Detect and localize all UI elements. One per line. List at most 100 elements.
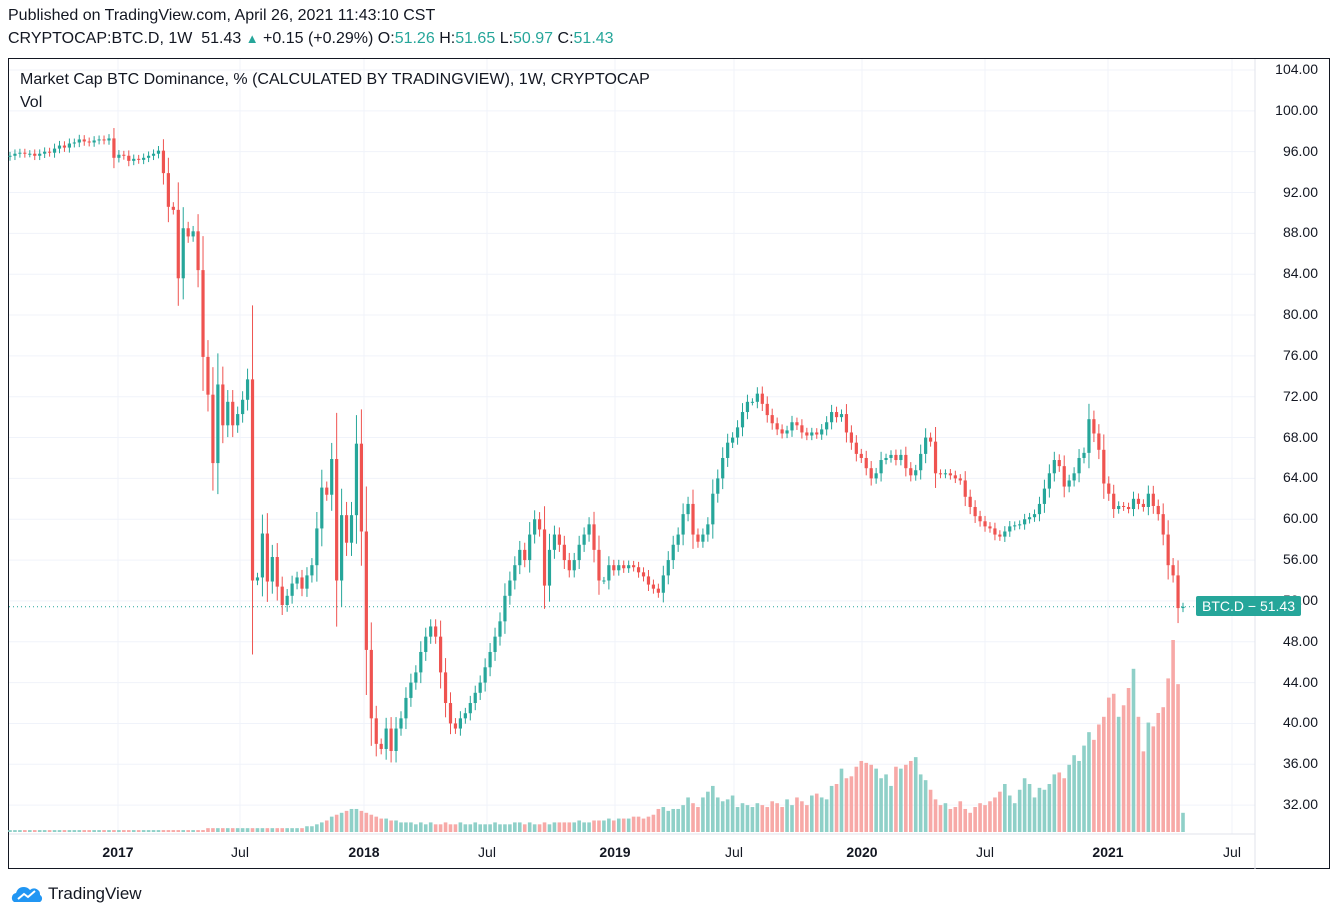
volume-bar — [612, 820, 616, 832]
volume-bar — [720, 801, 725, 832]
candle-body — [820, 429, 824, 435]
candle-body — [181, 228, 185, 279]
time-tick-label: 2019 — [599, 844, 631, 860]
candle-body — [315, 528, 319, 566]
candle-body — [206, 356, 210, 395]
candle-body — [909, 468, 913, 476]
volume-bar — [18, 830, 22, 832]
low-value: 50.97 — [513, 30, 554, 47]
time-tick-label: 2020 — [846, 844, 878, 860]
candle-body — [651, 584, 656, 589]
volume-bar — [87, 830, 91, 832]
volume-bar — [201, 830, 205, 832]
candle-body — [513, 565, 517, 581]
candle-body — [142, 157, 146, 160]
candle-body — [800, 425, 804, 433]
candle-body — [592, 524, 596, 550]
volume-bar — [1126, 688, 1131, 832]
candle-body — [424, 636, 428, 652]
candle-body — [97, 139, 101, 141]
volume-bar — [166, 830, 171, 832]
volume-bar — [1027, 784, 1032, 832]
volume-bar — [1097, 724, 1101, 832]
volume-bar — [146, 830, 151, 832]
candle-body — [379, 743, 383, 749]
candle-body — [67, 143, 71, 148]
candle-body — [607, 565, 611, 581]
candle-body — [434, 626, 438, 637]
volume-bar — [557, 822, 562, 832]
volume-bar — [181, 830, 186, 832]
candle-body — [924, 437, 928, 454]
candle-body — [948, 473, 952, 476]
volume-bar — [498, 824, 502, 832]
volume-bar — [211, 828, 215, 832]
tradingview-logo[interactable]: TradingView — [10, 884, 142, 904]
volume-bar — [577, 820, 581, 832]
volume-bar — [37, 830, 42, 832]
price-tick-label: 64.00 — [1282, 469, 1318, 486]
high-value: 51.65 — [455, 30, 496, 47]
volume-bar — [280, 828, 285, 832]
volume-bar — [1166, 678, 1170, 832]
volume-bar — [943, 803, 948, 832]
volume-bar — [517, 822, 522, 832]
candle-body — [463, 713, 467, 719]
candle-body — [1122, 505, 1126, 507]
volume-bar — [171, 830, 176, 832]
volume-bar — [1136, 716, 1141, 832]
chart-pane[interactable] — [8, 58, 1330, 869]
candle-body — [973, 506, 977, 517]
candle-body — [201, 270, 205, 357]
candle-body — [770, 415, 774, 424]
price-tick-label: 84.00 — [1282, 265, 1318, 282]
candle-body — [745, 401, 750, 413]
candle-body — [503, 595, 507, 622]
candle-body — [369, 649, 373, 719]
volume-bar — [1102, 716, 1106, 832]
candle-body — [567, 560, 571, 571]
candle-body — [374, 718, 378, 744]
candle-body — [290, 583, 294, 596]
volume-bar — [998, 791, 1002, 832]
candle-body — [265, 533, 269, 582]
candle-body — [295, 577, 299, 584]
candle-body — [52, 148, 57, 153]
volume-bar — [1146, 722, 1151, 832]
volume-bar — [572, 822, 577, 832]
candle-body — [879, 460, 883, 474]
volume-bar — [483, 824, 487, 832]
volume-bar — [67, 830, 72, 832]
candle-body — [340, 515, 344, 581]
candle-body — [735, 427, 740, 438]
candle-body — [77, 139, 81, 143]
candle-body — [775, 423, 779, 430]
up-triangle-icon: ▲ — [245, 31, 259, 46]
candle-body — [750, 401, 755, 403]
volume-bar — [216, 828, 220, 832]
volume-bar — [72, 830, 77, 832]
candle-body — [1161, 514, 1165, 535]
volume-bar — [978, 803, 982, 832]
volume-bar — [423, 824, 428, 832]
candle-body — [839, 414, 844, 418]
candle-body — [364, 531, 368, 650]
volume-bar — [513, 822, 517, 832]
price-tick-label: 40.00 — [1282, 714, 1318, 731]
volume-bar — [834, 784, 839, 832]
price-tick-label: 80.00 — [1282, 306, 1318, 323]
candle-body — [726, 442, 730, 458]
volume-bar — [938, 805, 943, 832]
volume-bar — [631, 816, 636, 832]
candle-body — [978, 516, 982, 522]
volume-bar — [696, 807, 700, 832]
candle-body — [1032, 514, 1037, 518]
symbol-info-line: CRYPTOCAP:BTC.D, 1W 51.43 ▲ +0.15 (+0.29… — [8, 30, 614, 48]
volume-bar — [131, 830, 136, 832]
candle-body — [28, 153, 32, 155]
candle-body — [666, 560, 670, 576]
volume-bar — [562, 822, 567, 832]
volume-bar — [225, 828, 230, 832]
candle-body — [632, 565, 636, 568]
